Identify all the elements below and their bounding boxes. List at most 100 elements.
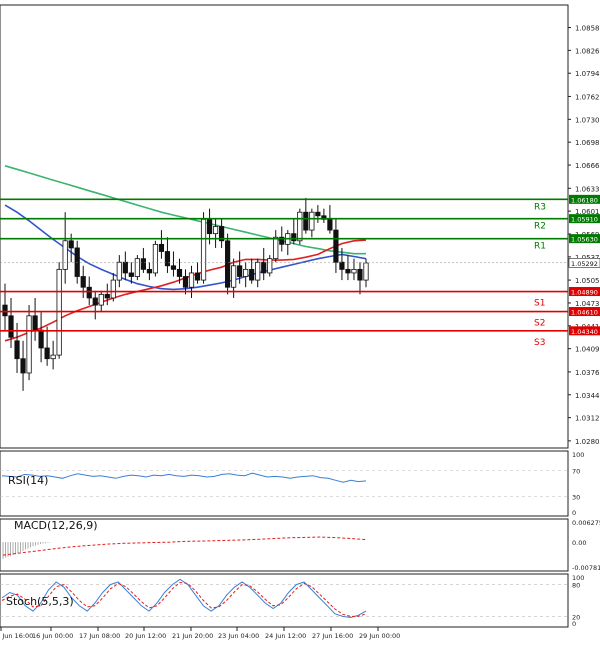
price-tick-label: 1.07620 <box>575 93 600 101</box>
price-tick-label: 1.03125 <box>575 415 600 423</box>
stoch-tick-label: 100 <box>572 574 584 582</box>
candle-body <box>345 268 351 274</box>
stoch-label: Stoch(5,5,3) <box>6 595 74 608</box>
price-tick-label: 1.07945 <box>575 70 600 78</box>
level-price-text: 1.04890 <box>571 289 598 297</box>
macd-signal-line <box>2 536 367 556</box>
price-panel-frame <box>0 4 569 449</box>
price-tick-label: 1.02800 <box>575 438 600 446</box>
candle-body <box>134 258 140 277</box>
candle-body <box>339 261 345 270</box>
price-tick-label: 1.06660 <box>575 162 600 170</box>
level-price-text: 1.06180 <box>571 196 598 204</box>
candle-body <box>86 286 92 299</box>
candle-body <box>152 243 159 274</box>
price-tick-label: 1.05050 <box>575 277 600 285</box>
candle-body <box>74 247 80 277</box>
level-price-text: 1.04340 <box>571 328 598 336</box>
price-tick-label: 1.06015 <box>575 208 600 216</box>
level-label-s2: S2 <box>534 319 545 329</box>
candle-body <box>68 240 74 249</box>
level-label-r2: R2 <box>534 222 546 232</box>
candle-body <box>20 358 26 374</box>
candle-body <box>237 265 243 277</box>
candle-body <box>182 276 189 288</box>
level-price-text: 1.05910 <box>571 216 598 224</box>
candle-body <box>2 304 8 317</box>
candle-body <box>32 315 38 331</box>
candle-body <box>261 261 267 274</box>
candle-body <box>206 218 213 235</box>
candle-body <box>140 258 146 270</box>
candle-body <box>303 211 309 231</box>
time-tick-label: 27 Jun 16:00 <box>312 632 353 640</box>
candle-body <box>357 268 363 281</box>
candle-body <box>212 226 219 235</box>
price-tick-label: 1.04730 <box>575 300 600 308</box>
price-tick-label: 1.07300 <box>575 116 600 124</box>
rsi-label: RSI(14) <box>8 474 48 487</box>
candle-body <box>50 354 56 360</box>
level-price-box <box>569 307 600 317</box>
candle-body <box>267 258 273 274</box>
candle-body <box>297 211 303 242</box>
current-price-box <box>568 257 600 268</box>
candle-body <box>188 272 195 288</box>
candle-body <box>333 229 339 263</box>
price-tick-label: 1.08585 <box>575 25 600 33</box>
level-price-text: 1.04610 <box>571 309 598 317</box>
candle-body <box>170 265 177 270</box>
macd-label: MACD(12,26,9) <box>14 519 98 532</box>
candle-body <box>291 233 297 242</box>
candle-body <box>8 315 14 338</box>
level-price-text: 1.05630 <box>571 236 598 244</box>
rsi-tick-label: 100 <box>572 451 584 459</box>
candle-body <box>200 218 207 281</box>
candle-body <box>110 279 116 299</box>
candle-body <box>249 268 255 281</box>
price-tick-label: 1.03445 <box>575 392 600 400</box>
rsi-tick-label: 70 <box>572 468 580 476</box>
time-tick-label: 16 Jun 00:00 <box>32 632 73 640</box>
time-tick-label: 15 Jun 16:00 <box>0 632 33 640</box>
candle-body <box>225 240 231 288</box>
candle-body <box>176 268 183 277</box>
macd-tick-label: -0.007812 <box>572 564 600 572</box>
price-tick-label: 1.06335 <box>575 185 600 193</box>
candle-body <box>351 268 357 274</box>
candle-body <box>104 293 110 299</box>
candle-body <box>243 268 249 277</box>
candle-body <box>80 276 86 288</box>
stoch-signal-line <box>1 581 367 617</box>
candle-body <box>164 251 171 267</box>
candle-body <box>315 211 321 217</box>
time-tick-label: 23 Jun 04:00 <box>218 632 259 640</box>
price-tick-label: 1.04090 <box>575 346 600 354</box>
candle-body <box>231 265 237 288</box>
time-tick-label: 29 Jun 00:00 <box>359 632 400 640</box>
candle-body <box>218 226 225 242</box>
rsi-tick-label: 30 <box>572 494 580 502</box>
candle-body <box>279 236 285 245</box>
price-tick-label: 1.08265 <box>575 47 600 55</box>
candle-body <box>194 272 201 281</box>
candle-body <box>98 293 104 306</box>
rsi-panel-frame <box>0 450 569 517</box>
price-tick-label: 1.03765 <box>575 369 600 377</box>
stoch-main-line <box>1 578 367 619</box>
time-tick-label: 17 Jun 08:00 <box>79 632 120 640</box>
stoch-panel-frame <box>0 573 569 628</box>
stoch-tick-label: 80 <box>572 582 580 590</box>
candle-body <box>14 340 20 360</box>
candle-body <box>122 261 128 274</box>
stoch-tick-label: 20 <box>572 613 580 621</box>
time-tick-label: 24 Jun 12:00 <box>265 632 306 640</box>
level-price-box <box>569 214 600 224</box>
level-price-box <box>569 287 600 297</box>
candle-body <box>327 218 333 231</box>
level-label-r1: R1 <box>534 242 546 252</box>
time-tick-label: 20 Jun 12:00 <box>125 632 166 640</box>
rsi-line <box>1 472 367 483</box>
